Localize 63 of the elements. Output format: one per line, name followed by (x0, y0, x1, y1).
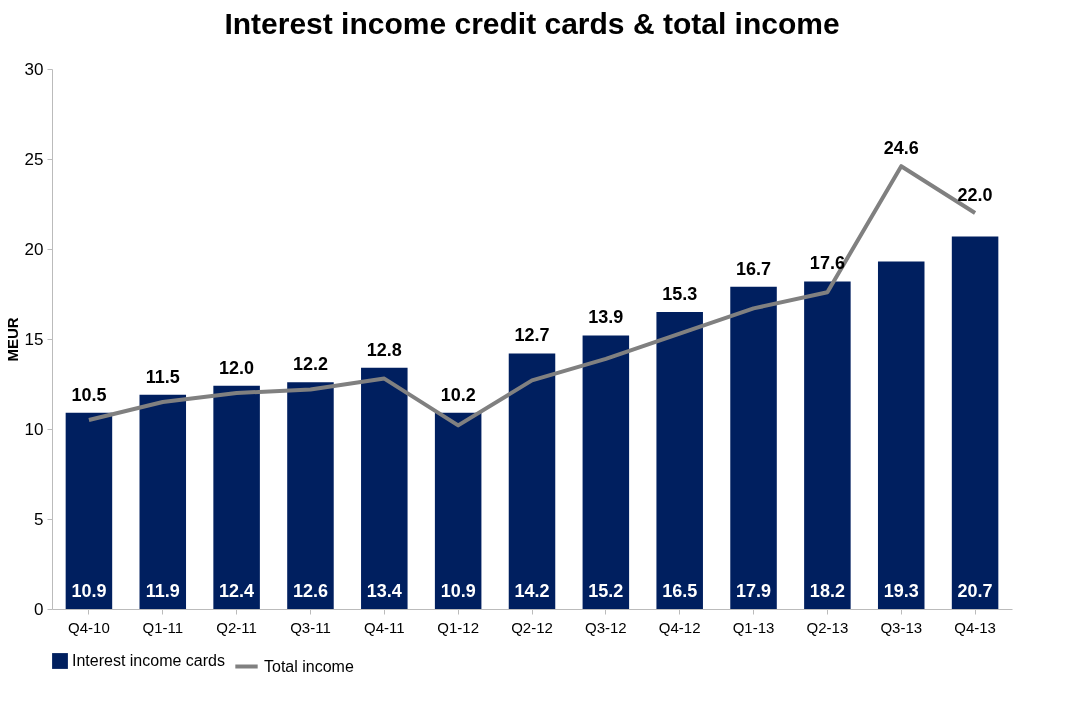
bar (656, 312, 703, 609)
bar (582, 335, 630, 609)
data-label: 17.6 (809, 253, 845, 274)
data-label: 12.2 (292, 354, 328, 375)
y-tick-label: 0 (34, 599, 44, 619)
y-tick-label: 20 (24, 239, 44, 259)
data-label: 16.7 (736, 258, 772, 279)
data-label: 18.2 (809, 581, 845, 601)
x-tick-label: Q1-12 (437, 618, 480, 636)
bar (139, 394, 187, 609)
data-label: 20.7 (957, 581, 993, 601)
chart-title: Interest income credit cards & total income (224, 7, 840, 40)
bar (434, 412, 482, 609)
data-label: 19.3 (883, 581, 919, 601)
bar (951, 236, 999, 609)
data-label: 10.9 (440, 581, 476, 601)
bar (65, 412, 113, 609)
x-tick-label: Q4-10 (68, 618, 110, 636)
y-axis-title: MEUR (3, 317, 21, 362)
bar (361, 367, 408, 609)
data-label: 12.7 (514, 325, 550, 346)
data-label: 16.5 (662, 581, 698, 601)
x-tick-label: Q4-12 (658, 618, 701, 636)
x-tick-label: Q3-13 (880, 618, 923, 636)
data-label: 12.6 (292, 581, 328, 601)
data-label: 13.9 (588, 307, 624, 328)
x-tick-label: Q4-11 (364, 618, 405, 636)
data-label: 17.9 (736, 581, 772, 601)
x-tick-label: Q1-13 (732, 618, 775, 636)
data-label: 11.5 (145, 366, 180, 387)
data-label: 10.9 (71, 581, 107, 601)
x-tick-label: Q3-11 (290, 618, 331, 636)
y-tick-label: 15 (24, 329, 44, 349)
x-tick-label: Q3-12 (584, 618, 627, 636)
x-tick-label: Q2-12 (511, 618, 553, 636)
data-label: 13.4 (366, 581, 402, 601)
bar (730, 286, 777, 609)
bar (804, 281, 851, 609)
data-label: 12.0 (219, 357, 255, 378)
data-label: 15.2 (588, 581, 624, 601)
bar (287, 382, 334, 609)
x-tick-label: Q4-13 (954, 618, 996, 636)
data-label: 10.2 (440, 384, 476, 405)
x-tick-label: Q2-13 (806, 618, 849, 636)
bar (508, 353, 556, 609)
data-label: 22.0 (957, 185, 993, 205)
data-label: 12.8 (366, 339, 402, 360)
legend-label: Interest income cards (72, 652, 225, 669)
x-tick-label: Q2-11 (216, 618, 257, 636)
data-label: 10.5 (71, 384, 107, 405)
y-tick-label: 25 (24, 149, 44, 169)
data-label: 12.4 (219, 581, 255, 601)
bar (213, 385, 260, 609)
data-label: 24.6 (883, 138, 919, 159)
data-label: 11.9 (145, 581, 180, 601)
y-tick-label: 10 (24, 419, 44, 439)
y-tick-label: 5 (34, 509, 44, 529)
x-tick-label: Q1-11 (142, 618, 184, 636)
data-label: 14.2 (514, 581, 550, 601)
y-tick-label: 30 (24, 59, 44, 79)
legend-label: Total income (264, 657, 354, 675)
bar (877, 261, 925, 609)
data-label: 15.3 (662, 284, 698, 304)
